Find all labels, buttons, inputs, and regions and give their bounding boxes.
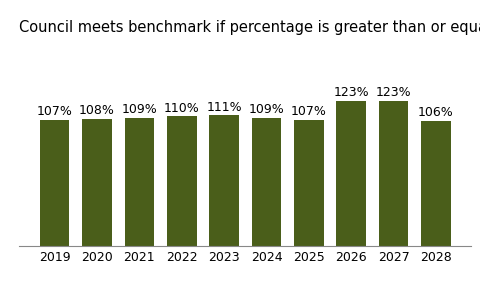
Bar <box>82 119 111 246</box>
Text: 123%: 123% <box>333 86 368 99</box>
Text: Council meets benchmark if percentage is greater than or equal to 100%: Council meets benchmark if percentage is… <box>19 20 480 35</box>
Text: 106%: 106% <box>417 106 453 119</box>
Bar <box>167 116 196 246</box>
Text: 108%: 108% <box>79 104 115 117</box>
Text: 109%: 109% <box>121 103 157 116</box>
Text: 110%: 110% <box>164 102 199 115</box>
Bar <box>124 118 154 246</box>
Bar <box>336 101 365 246</box>
Bar <box>209 115 239 246</box>
Text: 111%: 111% <box>206 101 241 114</box>
Bar <box>293 120 323 246</box>
Text: 109%: 109% <box>248 103 284 116</box>
Bar <box>40 120 69 246</box>
Text: 107%: 107% <box>290 105 326 118</box>
Text: 107%: 107% <box>36 105 72 118</box>
Bar <box>420 121 450 246</box>
Bar <box>378 101 408 246</box>
Text: 123%: 123% <box>375 86 410 99</box>
Bar <box>251 118 281 246</box>
